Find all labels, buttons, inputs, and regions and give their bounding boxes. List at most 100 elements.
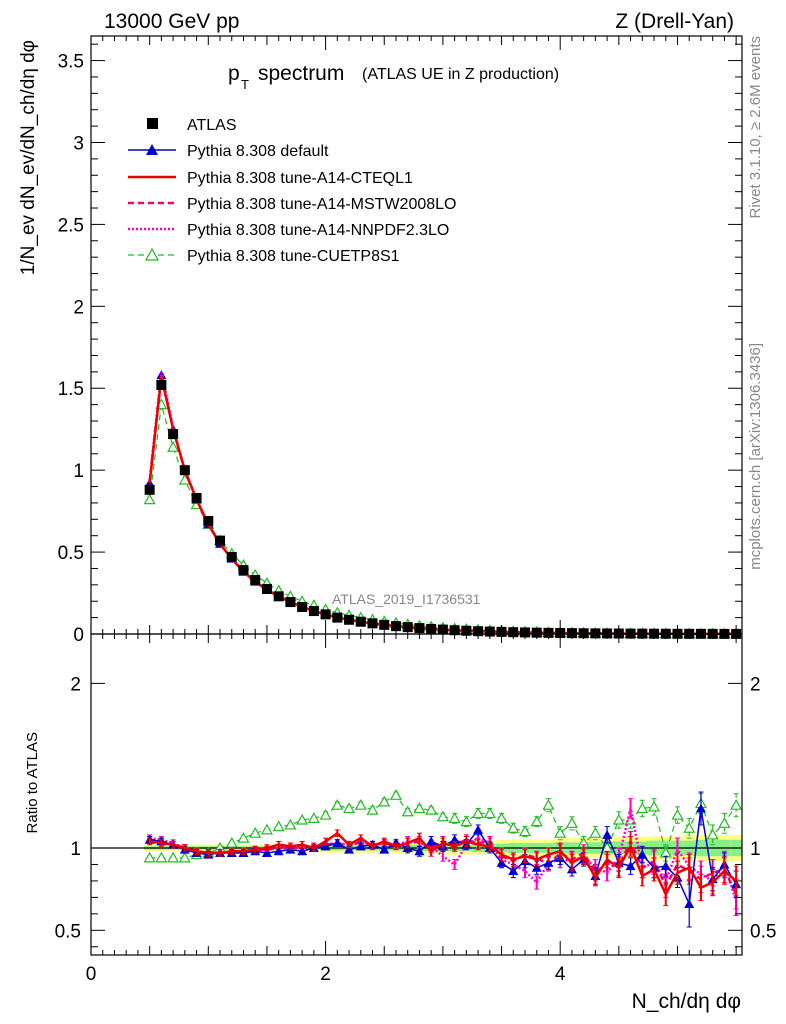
ratio-marker-default	[602, 829, 613, 839]
main-y-tick-label: 0.5	[58, 543, 84, 564]
ratio-marker-default	[508, 866, 519, 876]
main-title-p: p	[228, 62, 240, 85]
ratio-marker-cuetp8s1	[530, 815, 543, 827]
rivet-label: Rivet 3.1.10, ≥ 2.6M events	[747, 36, 764, 219]
main-marker-atlas	[168, 429, 179, 440]
legend-label-mstw: Pythia 8.308 tune-A14-MSTW2008LO	[187, 196, 456, 213]
ratio-marker-cuetp8s1	[706, 828, 719, 840]
analysis-watermark: ATLAS_2019_I1736531	[332, 591, 481, 607]
ratio-marker-cuetp8s1	[331, 798, 344, 810]
main-title: spectrum	[258, 62, 344, 85]
x-axis-label: N_ch/dη dφ	[632, 990, 741, 1013]
ratio-marker-cuetp8s1	[343, 802, 356, 814]
ratio-marker-default	[473, 824, 484, 834]
ratio-marker-cuetp8s1	[143, 851, 156, 863]
ratio-marker-default	[332, 838, 343, 848]
ratio-line-cteql1	[149, 831, 737, 897]
ratio-marker-cuetp8s1	[284, 818, 297, 830]
legend-marker-default	[146, 144, 158, 155]
legend-entry-cuetp8s1: Pythia 8.308 tune-CUETP8S1	[128, 247, 400, 265]
ratio-marker-cuetp8s1	[425, 803, 438, 815]
legend-label-default: Pythia 8.308 default	[187, 143, 329, 160]
legend-label-cuetp8s1: Pythia 8.308 tune-CUETP8S1	[187, 248, 400, 265]
ratio-marker-cuetp8s1	[460, 815, 473, 827]
ratio-y-tick-label-right: 2	[750, 674, 761, 695]
ratio-marker-default	[543, 857, 554, 867]
ratio-marker-cuetp8s1	[648, 800, 661, 812]
ratio-marker-cuetp8s1	[249, 826, 262, 838]
main-marker-cuetp8s1	[143, 493, 156, 505]
main-marker-cuetp8s1	[167, 440, 180, 452]
main-marker-atlas	[414, 623, 425, 634]
main-marker-atlas	[179, 465, 190, 476]
ratio-marker-default	[695, 803, 706, 813]
ratio-marker-cuetp8s1	[307, 812, 320, 823]
ratio-marker-default	[426, 836, 437, 846]
ratio-marker-cuetp8s1	[554, 826, 567, 838]
ratio-marker-cuetp8s1	[237, 831, 250, 843]
main-marker-atlas	[144, 484, 155, 495]
ratio-marker-cuetp8s1	[636, 802, 649, 814]
main-marker-atlas	[273, 591, 284, 602]
legend-label-nnpdf: Pythia 8.308 tune-A14-NNPDF2.3LO	[187, 222, 449, 239]
legend-label-atlas: ATLAS	[187, 117, 237, 134]
x-tick-label: 4	[555, 964, 566, 985]
main-marker-atlas	[226, 551, 237, 562]
ratio-marker-default	[660, 861, 671, 871]
ratio-marker-default	[344, 844, 355, 854]
ratio-marker-cuetp8s1	[518, 825, 532, 837]
ratio-marker-default	[273, 846, 284, 856]
ratio-marker-default	[379, 844, 390, 854]
ratio-y-tick-label-left: 2	[70, 674, 81, 695]
main-marker-atlas	[367, 618, 378, 629]
legend-entry-default: Pythia 8.308 default	[128, 143, 329, 160]
ratio-marker-cuetp8s1	[401, 805, 414, 817]
ratio-marker-cuetp8s1	[472, 807, 485, 819]
ratio-marker-default	[297, 846, 308, 856]
main-marker-atlas	[344, 614, 355, 625]
ratio-marker-cuetp8s1	[225, 836, 238, 848]
legend-entry-mstw: Pythia 8.308 tune-A14-MSTW2008LO	[128, 196, 456, 213]
main-y-tick-label: 0	[73, 625, 84, 646]
ratio-marker-cuetp8s1	[671, 808, 684, 820]
main-marker-atlas	[332, 612, 343, 623]
main-y-tick-label: 3.5	[58, 52, 84, 73]
ratio-marker-default	[637, 849, 648, 859]
main-marker-atlas	[379, 619, 390, 630]
main-y-tick-label: 2	[73, 297, 84, 318]
ratio-marker-default	[531, 862, 542, 872]
header-left: 13000 GeV pp	[104, 10, 239, 33]
ratio-marker-cuetp8s1	[495, 812, 508, 823]
legend-marker-cuetp8s1	[144, 247, 160, 261]
ratio-marker-default	[320, 841, 331, 851]
ratio-marker-cuetp8s1	[167, 851, 180, 863]
main-y-tick-label: 1	[73, 461, 84, 482]
main-marker-atlas	[250, 574, 261, 585]
ratio-marker-cuetp8s1	[718, 817, 731, 828]
main-marker-atlas	[238, 565, 249, 576]
ratio-marker-cuetp8s1	[483, 807, 496, 819]
ratio-marker-cuetp8s1	[612, 813, 625, 825]
main-marker-atlas	[426, 623, 437, 634]
ratio-panel	[91, 789, 743, 928]
ratio-marker-cuetp8s1	[565, 817, 578, 828]
ratio-marker-default	[496, 857, 507, 867]
main-marker-atlas	[308, 606, 319, 617]
axes: 0 2 4 0 0.5 1 1.5 2 2.5 3 3.5 0.5 0.5 1 1 2 2	[55, 35, 776, 985]
main-y-tick-label: 3	[73, 133, 84, 154]
main-marker-atlas	[156, 379, 167, 390]
main-marker-default	[156, 370, 167, 380]
ratio-marker-cuetp8s1	[589, 826, 602, 838]
main-subtitle: (ATLAS UE in Z production)	[362, 66, 559, 83]
x-tick-label: 0	[86, 964, 97, 985]
main-title-p-subscript: T	[241, 77, 249, 92]
ratio-marker-cuetp8s1	[178, 851, 191, 863]
main-marker-atlas	[402, 622, 413, 633]
ratio-marker-cuetp8s1	[730, 798, 743, 810]
main-y-tick-label: 2.5	[58, 215, 84, 236]
ratio-marker-cuetp8s1	[155, 851, 168, 863]
main-y-tick-label: 1.5	[58, 379, 84, 400]
ratio-marker-cuetp8s1	[683, 822, 696, 833]
main-ylabel: 1/N_ev dN_ev/dN_ch/dη dφ	[18, 40, 39, 275]
